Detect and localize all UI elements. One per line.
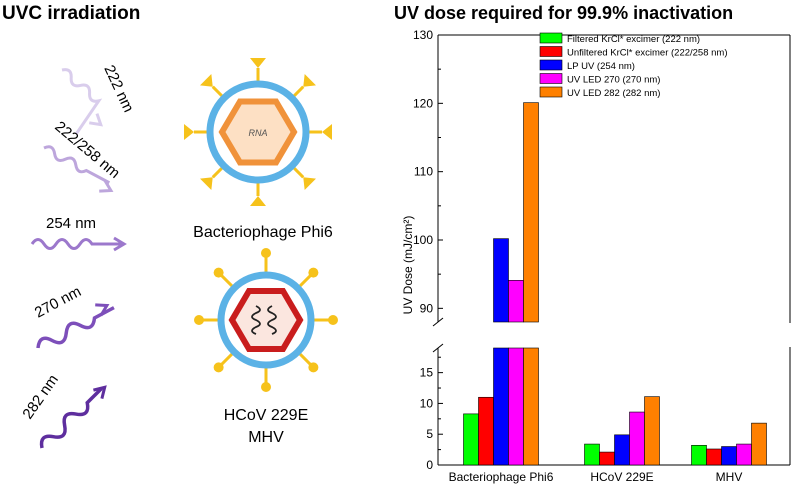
coronavirus-spike-head-icon — [308, 362, 319, 373]
legend-swatch — [539, 73, 563, 84]
bar-chart: 90 100 110 120 130 0 5 10 15 UV Dose (mJ/cm²) Bact… — [401, 28, 792, 484]
phi6-spike-icon — [211, 167, 223, 179]
coronavirus-icon — [194, 248, 338, 392]
phi6-core-label: RNA — [248, 128, 267, 138]
bar — [478, 396, 494, 466]
legend-swatch — [539, 86, 563, 98]
bar — [721, 446, 737, 466]
legend-label: Unfiltered KrCl* excimer (222/258 nm) — [567, 48, 728, 59]
uvc-irradiation-title: UVC irradiation — [2, 3, 141, 24]
x-tick-label: MHV — [716, 470, 743, 484]
legend-swatch — [539, 32, 563, 44]
coronavirus-spike-head-icon — [261, 248, 271, 258]
phi6-spike-icon — [293, 85, 305, 97]
wave-arrowhead-icon — [93, 385, 107, 399]
legend-swatch — [539, 59, 563, 71]
y-tick-label: 100 — [413, 233, 433, 247]
phi6-spike-icon — [211, 85, 223, 97]
y-tick-label: 0 — [426, 458, 433, 472]
coronavirus-spike-icon — [220, 274, 234, 288]
coronavirus-name-line1: HCoV 229E — [224, 407, 309, 424]
wave-222-258-icon — [43, 145, 111, 185]
bar — [508, 347, 524, 466]
phi6-spike-head-icon — [303, 74, 316, 87]
coronavirus-spike-head-icon — [308, 267, 319, 278]
chart-bars — [426, 102, 792, 466]
phi6-spike-head-icon — [303, 177, 316, 190]
coronavirus-spike-head-icon — [194, 315, 204, 325]
legend-label: Filtered KrCl* excimer (222 nm) — [567, 34, 700, 45]
rna-strand-icon — [251, 305, 277, 335]
wave-label-222: 222 nm — [100, 63, 137, 116]
coronavirus-spike-icon — [298, 352, 312, 366]
x-tick-label: Bacteriophage Phi6 — [449, 470, 554, 484]
y-axis-label: UV Dose (mJ/cm²) — [401, 216, 415, 315]
legend-label: UV LED 270 (270 nm) — [567, 75, 660, 86]
wave-270-icon — [36, 306, 115, 349]
chart-legend: Filtered KrCl* excimer (222 nm) Unfiltere… — [539, 32, 728, 99]
bar — [508, 280, 524, 323]
y-tick-label: 15 — [420, 366, 434, 380]
y-tick-label: 130 — [413, 28, 433, 42]
y-tick-label: 90 — [420, 301, 434, 315]
bar — [523, 347, 539, 466]
phi6-spike-head-icon — [250, 58, 266, 68]
wave-arrowhead-icon — [99, 179, 114, 193]
coronavirus-spike-head-icon — [213, 362, 224, 373]
bar — [691, 444, 707, 466]
coronavirus-spike-icon — [220, 352, 234, 366]
bar — [736, 443, 752, 466]
axis-break-mark — [432, 343, 444, 353]
phi6-spike-head-icon — [200, 177, 213, 190]
wave-arrowhead-icon — [95, 303, 110, 317]
wave-label-270: 270 nm — [32, 283, 84, 322]
bar — [629, 411, 645, 466]
wave-254-icon — [30, 236, 127, 252]
phi6-spike-head-icon — [184, 124, 194, 140]
phi6-spike-head-icon — [322, 124, 332, 140]
axis-break-gap — [426, 323, 792, 347]
wave-282-icon — [39, 387, 103, 449]
coronavirus-spike-head-icon — [261, 382, 271, 392]
bar — [751, 422, 767, 466]
legend-label: LP UV (254 nm) — [567, 61, 635, 72]
bar — [493, 238, 509, 323]
x-tick-label: HCoV 229E — [590, 470, 653, 484]
y-tick-label: 110 — [414, 165, 433, 179]
coronavirus-spike-head-icon — [213, 267, 224, 278]
uvc-illustration-panel: UVC irradiation 222 nm 222/258 nm 254 nm… — [0, 0, 390, 490]
bar — [584, 443, 600, 466]
y-tick-label: 5 — [426, 427, 433, 441]
phi6-spike-head-icon — [250, 196, 266, 206]
uv-waves-illustration: 222 nm 222/258 nm 254 nm 270 nm 282 nm R… — [19, 58, 338, 449]
phi6-virus-icon: RNA — [184, 58, 332, 206]
legend-swatch — [539, 46, 563, 57]
coronavirus-spike-icon — [298, 274, 312, 288]
phi6-spike-head-icon — [200, 74, 213, 87]
wave-label-254: 254 nm — [46, 215, 96, 232]
bar — [599, 451, 615, 466]
axis-break-mark — [432, 317, 444, 327]
chart-panel: UV dose required for 99.9% inactivation … — [390, 0, 800, 490]
bar — [523, 102, 539, 323]
bar — [463, 413, 479, 466]
wave-label-282: 282 nm — [19, 372, 62, 423]
coronavirus-name-line2: MHV — [248, 429, 284, 446]
coronavirus-spike-head-icon — [328, 315, 338, 325]
y-tick-label: 120 — [413, 96, 433, 110]
wave-222-icon — [61, 68, 103, 135]
bar — [614, 434, 630, 466]
bar — [493, 347, 509, 466]
chart-title: UV dose required for 99.9% inactivation — [394, 3, 734, 23]
bar — [706, 448, 722, 466]
y-tick-label: 10 — [420, 396, 434, 410]
phi6-name-label: Bacteriophage Phi6 — [193, 224, 333, 241]
legend-label: UV LED 282 (282 nm) — [567, 88, 660, 99]
phi6-spike-icon — [293, 167, 305, 179]
wave-arrowhead-icon — [89, 113, 103, 127]
bar — [644, 396, 660, 466]
